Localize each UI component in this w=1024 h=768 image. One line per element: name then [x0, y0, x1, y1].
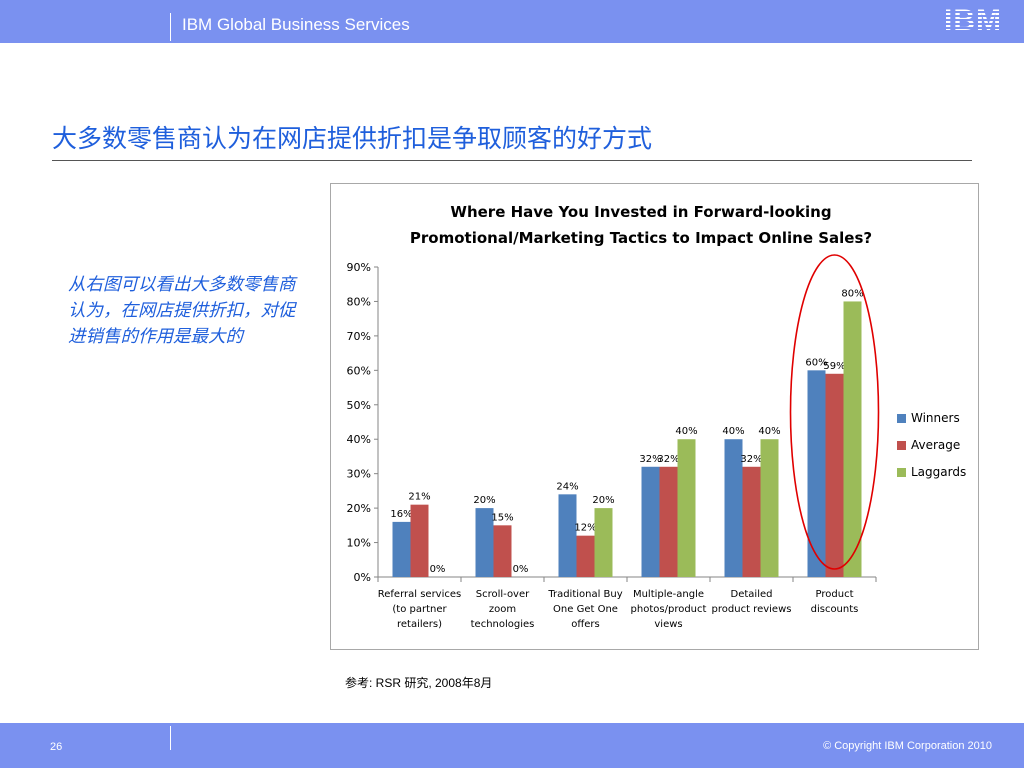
- y-tick-label: 40%: [347, 433, 371, 446]
- title-divider: [52, 160, 972, 161]
- bar-winners: [392, 521, 411, 577]
- x-category-label: One Get One: [553, 604, 618, 615]
- side-note: 从右图可以看出大多数零售商认为，在网店提供折扣，对促进销售的作用是最大的: [68, 275, 296, 347]
- x-category-label: retailers): [397, 619, 442, 630]
- bar-average: [742, 466, 761, 577]
- highlight-ellipse: [789, 254, 880, 570]
- x-category-label: Detailed: [731, 589, 773, 600]
- y-tick-label: 30%: [347, 468, 371, 481]
- y-tick-label: 80%: [347, 295, 371, 308]
- footer-divider: [170, 726, 171, 750]
- bar-winners: [724, 439, 743, 577]
- reference-note: 参考: RSR 研究, 2008年8月: [345, 676, 493, 690]
- data-label: 59%: [823, 361, 845, 372]
- bar-winners: [641, 466, 660, 577]
- ibm-logo: IBM: [944, 4, 1002, 37]
- data-label: 0%: [513, 564, 529, 575]
- legend-swatch: [897, 414, 906, 423]
- bar-laggards: [677, 439, 696, 577]
- data-label: 32%: [657, 454, 679, 465]
- data-label: 20%: [473, 495, 495, 506]
- y-tick-label: 90%: [347, 261, 371, 274]
- x-category-label: zoom: [489, 604, 516, 615]
- x-category-label: views: [654, 619, 682, 630]
- y-tick-label: 70%: [347, 330, 371, 343]
- y-tick-label: 50%: [347, 399, 371, 412]
- bar-average: [493, 525, 512, 577]
- header-bar: [0, 0, 1024, 43]
- chart-frame: Where Have You Invested in Forward-looki…: [330, 183, 979, 650]
- y-tick-label: 10%: [347, 537, 371, 550]
- bar-laggards: [594, 508, 613, 577]
- bar-winners: [475, 508, 494, 577]
- data-label: 15%: [491, 512, 513, 523]
- legend-label: Average: [911, 438, 960, 452]
- bar-average: [576, 535, 595, 577]
- data-label: 60%: [805, 357, 827, 368]
- data-label: 20%: [592, 495, 614, 506]
- x-category-label: Traditional Buy: [547, 589, 622, 600]
- legend-swatch: [897, 441, 906, 450]
- data-label: 0%: [430, 564, 446, 575]
- legend-swatch: [897, 468, 906, 477]
- data-label: 21%: [408, 492, 430, 503]
- x-category-label: (to partner: [392, 604, 447, 615]
- x-category-label: offers: [571, 619, 599, 630]
- bar-laggards: [760, 439, 779, 577]
- bar-winners: [807, 370, 826, 577]
- x-category-label: Referral services: [378, 589, 462, 600]
- bar-average: [659, 466, 678, 577]
- page-number: 26: [50, 741, 63, 753]
- data-label: 32%: [740, 454, 762, 465]
- data-label: 80%: [841, 288, 863, 299]
- legend-label: Laggards: [911, 465, 966, 479]
- chart-title-line: Promotional/Marketing Tactics to Impact …: [410, 229, 872, 247]
- x-category-label: Scroll-over: [476, 589, 530, 600]
- legend-label: Winners: [911, 411, 960, 425]
- x-category-label: photos/product: [631, 604, 707, 615]
- x-category-label: product reviews: [712, 604, 792, 615]
- header-title: IBM Global Business Services: [182, 15, 410, 34]
- data-label: 12%: [574, 523, 596, 534]
- data-label: 16%: [390, 509, 412, 520]
- data-label: 40%: [675, 426, 697, 437]
- bar-winners: [558, 494, 577, 577]
- bar-laggards: [843, 301, 862, 577]
- data-label: 24%: [556, 481, 578, 492]
- data-label: 32%: [639, 454, 661, 465]
- data-label: 40%: [722, 426, 744, 437]
- header-divider: [170, 13, 171, 41]
- x-category-label: discounts: [811, 604, 859, 615]
- slide-title: 大多数零售商认为在网店提供折扣是争取顾客的好方式: [52, 124, 653, 153]
- data-label: 40%: [758, 426, 780, 437]
- y-tick-label: 60%: [347, 364, 371, 377]
- x-category-label: technologies: [471, 619, 535, 630]
- bar-average: [825, 373, 844, 577]
- y-tick-label: 0%: [354, 571, 371, 584]
- x-category-label: Multiple-angle: [633, 589, 704, 600]
- bar-chart: Where Have You Invested in Forward-looki…: [347, 203, 967, 630]
- y-tick-label: 20%: [347, 502, 371, 515]
- x-category-label: Product: [816, 589, 854, 600]
- chart-title-line: Where Have You Invested in Forward-looki…: [450, 203, 831, 221]
- copyright-text: © Copyright IBM Corporation 2010: [823, 740, 992, 752]
- bar-average: [410, 504, 429, 577]
